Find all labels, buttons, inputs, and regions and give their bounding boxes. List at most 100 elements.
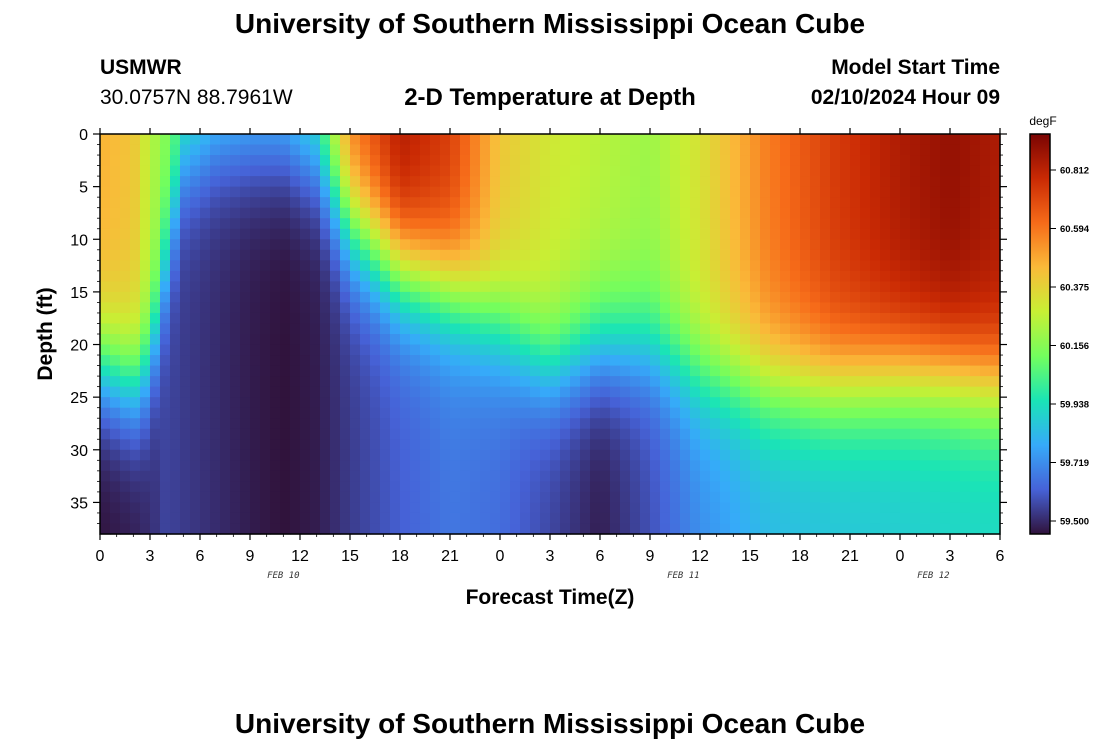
heatmap-cell	[600, 281, 611, 292]
heatmap-cell	[480, 376, 491, 387]
heatmap-cell	[730, 334, 741, 345]
heatmap-cell	[470, 313, 481, 324]
heatmap-cell	[260, 197, 271, 208]
heatmap-cell	[420, 502, 431, 513]
heatmap-cell	[410, 271, 421, 282]
heatmap-cell	[990, 429, 1001, 440]
heatmap-cell	[940, 502, 951, 513]
heatmap-cell	[610, 387, 621, 398]
heatmap-cell	[890, 229, 901, 240]
heatmap-cell	[530, 197, 541, 208]
heatmap-cell	[180, 366, 191, 377]
heatmap-cell	[370, 187, 381, 198]
heatmap-cell	[840, 302, 851, 313]
heatmap-cell	[700, 397, 711, 408]
heatmap-cell	[580, 355, 591, 366]
heatmap-cell	[660, 523, 671, 534]
heatmap-cell	[620, 408, 631, 419]
heatmap-cell	[480, 523, 491, 534]
heatmap-cell	[550, 176, 561, 187]
heatmap-cell	[800, 492, 811, 503]
heatmap-cell	[210, 471, 221, 482]
heatmap-cell	[600, 260, 611, 271]
heatmap-cell	[260, 471, 271, 482]
heatmap-cell	[840, 208, 851, 219]
heatmap-cell	[680, 218, 691, 229]
heatmap-cell	[350, 197, 361, 208]
heatmap-cell	[360, 292, 371, 303]
heatmap-cell	[300, 187, 311, 198]
heatmap-cell	[470, 302, 481, 313]
heatmap-cell	[830, 387, 841, 398]
heatmap-cell	[740, 523, 751, 534]
heatmap-cell	[810, 471, 821, 482]
heatmap-cell	[750, 387, 761, 398]
heatmap-cell	[110, 292, 121, 303]
heatmap-cell	[100, 439, 111, 450]
heatmap-cell	[680, 481, 691, 492]
heatmap-cell	[180, 492, 191, 503]
heatmap-cell	[570, 408, 581, 419]
x-axis-title: Forecast Time(Z)	[466, 586, 635, 609]
heatmap-cell	[920, 218, 931, 229]
heatmap-cell	[720, 523, 731, 534]
y-axis-title: Depth (ft)	[34, 287, 57, 380]
heatmap-cell	[250, 302, 261, 313]
heatmap-cell	[760, 145, 771, 156]
heatmap-cell	[180, 481, 191, 492]
heatmap-cell	[530, 145, 541, 156]
heatmap-cell	[590, 376, 601, 387]
heatmap-cell	[900, 513, 911, 524]
heatmap-cell	[220, 397, 231, 408]
heatmap-cell	[170, 439, 181, 450]
heatmap-cell	[900, 250, 911, 261]
heatmap-cell	[940, 166, 951, 177]
heatmap-cell	[180, 523, 191, 534]
heatmap-cell	[110, 239, 121, 250]
heatmap-cell	[970, 471, 981, 482]
heatmap-cell	[860, 145, 871, 156]
heatmap-cell	[310, 176, 321, 187]
heatmap-cell	[610, 208, 621, 219]
heatmap-cell	[620, 302, 631, 313]
heatmap-cell	[160, 450, 171, 461]
heatmap-cell	[990, 260, 1001, 271]
heatmap-cell	[220, 355, 231, 366]
heatmap-cell	[750, 218, 761, 229]
heatmap-cell	[920, 513, 931, 524]
heatmap-cell	[600, 450, 611, 461]
heatmap-cell	[470, 218, 481, 229]
heatmap-cell	[940, 145, 951, 156]
heatmap-cell	[290, 355, 301, 366]
heatmap-cell	[710, 166, 721, 177]
heatmap-cell	[720, 250, 731, 261]
heatmap-cell	[670, 502, 681, 513]
heatmap-cell	[610, 166, 621, 177]
heatmap-cell	[730, 281, 741, 292]
heatmap-cell	[400, 355, 411, 366]
heatmap-cell	[140, 208, 151, 219]
heatmap-cell	[470, 345, 481, 356]
heatmap-cell	[640, 134, 651, 145]
heatmap-cell	[630, 229, 641, 240]
heatmap-cell	[490, 387, 501, 398]
heatmap-cell	[960, 460, 971, 471]
heatmap-cell	[340, 155, 351, 166]
heatmap-cell	[270, 408, 281, 419]
heatmap-cell	[530, 397, 541, 408]
heatmap-cell	[380, 229, 391, 240]
heatmap-cell	[360, 281, 371, 292]
heatmap-cell	[570, 355, 581, 366]
heatmap-cell	[600, 387, 611, 398]
heatmap-cell	[520, 334, 531, 345]
heatmap-cell	[340, 313, 351, 324]
heatmap-cell	[490, 187, 501, 198]
heatmap-cell	[790, 492, 801, 503]
heatmap-cell	[760, 166, 771, 177]
heatmap-cell	[490, 460, 501, 471]
heatmap-cell	[930, 145, 941, 156]
heatmap-cell	[320, 145, 331, 156]
heatmap-cell	[380, 313, 391, 324]
heatmap-cell	[760, 229, 771, 240]
heatmap-cell	[180, 513, 191, 524]
